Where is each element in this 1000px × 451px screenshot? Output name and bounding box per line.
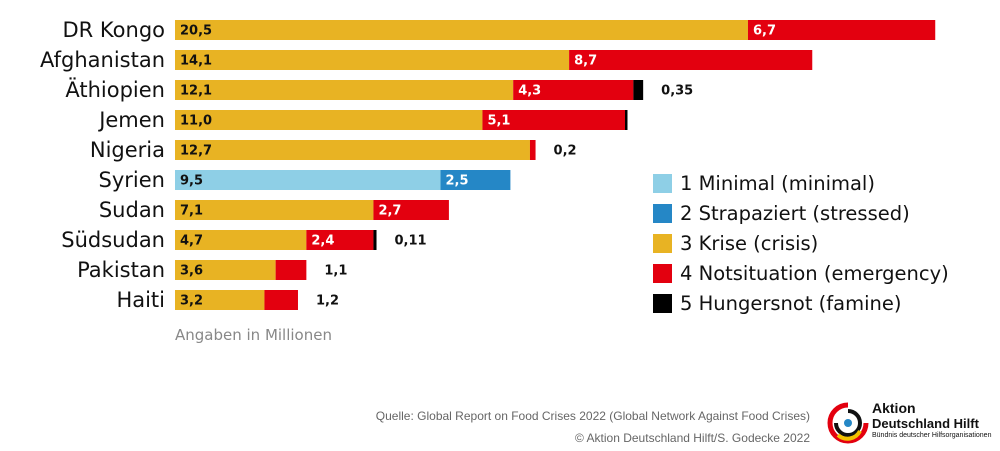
legend-label-emergency: 4 Notsituation (emergency) (680, 261, 949, 285)
logo-line-1: Aktion (872, 400, 916, 416)
legend-item-crisis: 3 Krise (crisis) (653, 228, 949, 258)
aktion-deutschland-hilft-logo: Aktion Deutschland Hilft Bündnis deutsch… (826, 399, 996, 447)
unit-note: Angaben in Millionen (175, 326, 332, 344)
bar-segment--thiopien-level3 (175, 80, 514, 100)
bar-segment--thiopien-level5 (633, 80, 644, 100)
legend-swatch-famine (653, 293, 672, 313)
value-label--thiopien-level3: 12,1 (180, 84, 212, 99)
country-label-jemen: Jemen (97, 108, 165, 132)
legend-label-famine: 5 Hungersnot (famine) (680, 291, 902, 315)
legend-label-minimal: 1 Minimal (minimal) (680, 171, 875, 195)
bar-segment-pakistan-level4 (275, 260, 307, 280)
bar-segment-syrien-level1 (175, 170, 441, 190)
value-label-sudan-level4: 2,7 (378, 204, 401, 219)
logo-mark-icon (827, 402, 869, 444)
bar-segment-s-dsudan-level4 (306, 230, 374, 250)
bar-segment-s-dsudan-level5 (373, 230, 377, 250)
bar-segment-afghanistan-level3 (175, 50, 570, 70)
legend-label-crisis: 3 Krise (crisis) (680, 231, 819, 255)
bar-segment-pakistan-level3 (175, 260, 276, 280)
country-label-nigeria: Nigeria (90, 138, 165, 162)
country-label--thiopien: Äthiopien (65, 77, 165, 102)
bar-segment-nigeria-level3 (175, 140, 530, 160)
legend-swatch-emergency (653, 263, 672, 283)
logo-line-3: Bündnis deutscher Hilfsorganisationen (872, 432, 992, 439)
legend-label-stressed: 2 Strapaziert (stressed) (680, 201, 910, 225)
value-label-pakistan-level3: 3,6 (180, 264, 203, 279)
value-label--thiopien-level4: 4,3 (518, 84, 541, 99)
value-label-sudan-level3: 7,1 (180, 204, 203, 219)
bar-segment-sudan-level4 (373, 200, 449, 220)
bar-segment-jemen-level5 (624, 110, 628, 130)
bar-segment-haiti-level4 (264, 290, 298, 310)
bar-segment-s-dsudan-level3 (175, 230, 307, 250)
logo-line-2: Deutschland Hilft (872, 416, 979, 431)
value-label-syrien-level2: 2,5 (446, 174, 469, 189)
bar-segment-nigeria-level4 (529, 140, 536, 160)
bar-segment-syrien-level2 (440, 170, 511, 190)
value-label-jemen-level4: 5,1 (487, 114, 510, 129)
logo-text: Aktion Deutschland Hilft Bündnis deutsch… (872, 401, 991, 441)
value-label-haiti-level4: 1,2 (316, 294, 339, 309)
bar-segment-jemen-level4 (482, 110, 625, 130)
country-label-sudan: Sudan (99, 198, 165, 222)
legend-item-emergency: 4 Notsituation (emergency) (653, 258, 949, 288)
country-label-afghanistan: Afghanistan (40, 48, 165, 72)
value-label-dr-kongo-level4: 6,7 (753, 24, 776, 39)
value-label-haiti-level3: 3,2 (180, 294, 203, 309)
value-label-s-dsudan-level3: 4,7 (180, 234, 203, 249)
value-label-dr-kongo-level3: 20,5 (180, 24, 212, 39)
bar-segment-haiti-level3 (175, 290, 265, 310)
value-label-s-dsudan-level5: 0,11 (395, 234, 427, 249)
value-label-nigeria-level3: 12,7 (180, 144, 212, 159)
legend-item-stressed: 2 Strapaziert (stressed) (653, 198, 949, 228)
country-label-s-dsudan: Südsudan (61, 228, 165, 252)
value-label--thiopien-level5: 0,35 (661, 84, 693, 99)
country-label-pakistan: Pakistan (77, 258, 165, 282)
legend-swatch-crisis (653, 233, 672, 253)
legend-item-famine: 5 Hungersnot (famine) (653, 288, 949, 318)
value-label-jemen-level3: 11,0 (180, 114, 212, 129)
bar-segment-sudan-level3 (175, 200, 374, 220)
value-label-nigeria-level4: 0,2 (554, 144, 577, 159)
bar-segment-dr-kongo-level4 (747, 20, 936, 40)
legend-item-minimal: 1 Minimal (minimal) (653, 168, 949, 198)
country-label-haiti: Haiti (116, 288, 165, 312)
country-label-syrien: Syrien (99, 168, 165, 192)
bar-segment-jemen-level3 (175, 110, 483, 130)
legend: 1 Minimal (minimal) 2 Strapaziert (stres… (653, 168, 949, 318)
value-label-pakistan-level4: 1,1 (324, 264, 347, 279)
value-label-s-dsudan-level4: 2,4 (311, 234, 334, 249)
value-label-afghanistan-level3: 14,1 (180, 54, 212, 69)
copyright-line: © Aktion Deutschland Hilft/S. Godecke 20… (575, 431, 810, 445)
country-label-dr-kongo: DR Kongo (63, 18, 166, 42)
legend-swatch-minimal (653, 173, 672, 193)
source-line: Quelle: Global Report on Food Crises 202… (375, 409, 810, 423)
source-note: Quelle: Global Report on Food Crises 202… (376, 405, 810, 449)
legend-swatch-stressed (653, 203, 672, 223)
bar-segment-dr-kongo-level3 (175, 20, 748, 40)
value-label-afghanistan-level4: 8,7 (574, 54, 597, 69)
bar-segment--thiopien-level4 (513, 80, 634, 100)
bar-segment-afghanistan-level4 (569, 50, 813, 70)
value-label-syrien-level1: 9,5 (180, 174, 203, 189)
